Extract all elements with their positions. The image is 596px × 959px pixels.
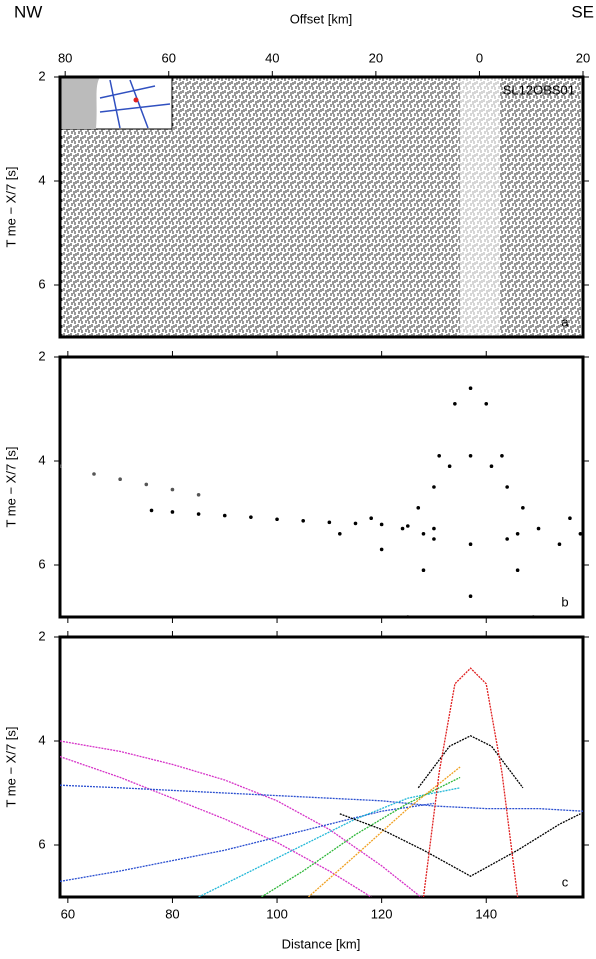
pick [468,386,473,391]
y-axis-label: T me − X/7 [s] [3,166,18,247]
x-tick-label: 140 [475,906,497,921]
pick [453,402,457,406]
model-curve [422,667,519,897]
pick [515,532,520,536]
model-curve [60,802,434,883]
model-curve [417,735,524,789]
pick [568,516,572,520]
pick [521,506,525,510]
pick [432,537,436,541]
pick [196,512,201,516]
pick [400,526,405,531]
y-tick-label: 4 [38,732,45,747]
model-curve [261,776,461,897]
y-tick-label: 4 [38,452,45,467]
y-axis-label: T me − X/7 [s] [3,446,18,527]
panel-label: c [562,874,569,889]
pick [379,547,384,552]
x-axis-label: Offset [km] [290,11,353,26]
y-tick-label: 2 [38,68,45,83]
pick [437,454,441,458]
x-tick-label: 20 [576,50,590,65]
pick [468,594,473,598]
pick [447,464,452,469]
y-tick-label: 2 [38,348,45,363]
se-label: SE [571,2,594,21]
pick [222,513,227,518]
y-axis-label: T me − X/7 [s] [3,726,18,807]
pick [421,568,426,572]
model-curve [60,740,422,897]
pick [249,515,253,519]
pick [468,542,473,546]
pick [416,506,421,510]
pick [421,532,426,536]
panel-frame [58,355,585,619]
pick [338,532,342,536]
pick [489,464,494,469]
model-curve [339,813,581,877]
pick [515,568,520,572]
pick [353,521,358,526]
pick [60,464,62,468]
x-tick-label: 40 [265,50,279,65]
panel-label: a [561,314,569,329]
pick [432,526,436,531]
pick [170,510,175,514]
pick [170,487,175,492]
pick [536,526,541,531]
near-offset-gap [460,77,500,337]
pick [275,517,279,522]
x-tick-label: 60 [162,50,176,65]
pick [144,482,149,487]
pick [500,454,504,458]
pick [578,532,583,536]
pick [505,537,509,541]
model-curve [60,755,372,897]
pick [405,615,410,617]
y-tick-label: 2 [38,628,45,643]
pick [531,615,536,617]
model-curve [307,766,461,897]
panel-label: b [561,594,568,609]
y-tick-label: 6 [38,556,45,571]
station-label: SL12OBS01 [503,82,575,97]
x-tick-label: 0 [476,50,483,65]
panel-frame [58,75,585,339]
model-curve [198,787,461,897]
x-tick-label: 60 [61,906,75,921]
y-tick-label: 4 [38,172,45,187]
pick [149,508,154,513]
x-tick-label: 80 [165,906,179,921]
panel-frame [58,635,585,899]
pick [557,542,562,546]
y-tick-label: 6 [38,836,45,851]
pick [484,402,489,406]
pick [432,485,436,489]
pick [505,485,509,489]
x-tick-label: 20 [369,50,383,65]
pick [468,454,473,458]
x-tick-label: 80 [58,50,72,65]
pick [301,519,305,523]
pick [379,522,384,527]
y-tick-label: 6 [38,276,45,291]
plot-area [60,386,583,617]
pick [118,477,122,482]
x-tick-label: 100 [266,906,288,921]
model-curve [60,784,583,812]
pick [327,520,332,525]
pick [369,516,373,520]
x-axis-label: Distance [km] [282,936,361,951]
pick [92,472,96,476]
nw-label: NW [14,2,42,21]
pick [196,493,201,497]
inset-map [59,76,173,130]
plot-area [60,667,583,897]
pick [405,524,410,528]
x-tick-label: 120 [371,906,393,921]
